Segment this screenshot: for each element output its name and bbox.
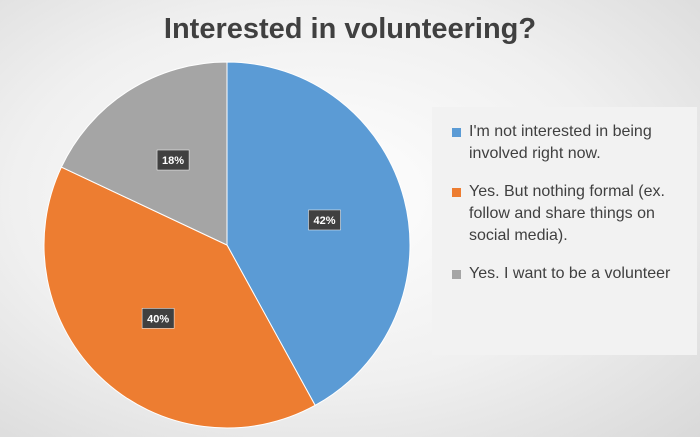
legend-label: Yes. But nothing formal (ex. follow and …	[469, 183, 665, 244]
data-label-box	[141, 308, 175, 329]
legend-item: Yes. I want to be a volunteer	[452, 263, 687, 285]
pie-slice	[226, 61, 411, 407]
legend-label: Yes. I want to be a volunteer	[469, 265, 671, 282]
legend-swatch	[452, 270, 461, 279]
data-label: 18%	[156, 149, 190, 171]
legend-item: Yes. But nothing formal (ex. follow and …	[452, 181, 687, 247]
legend-label: I'm not interested in being involved rig…	[469, 123, 652, 162]
legend-swatch	[452, 128, 461, 137]
data-label-text: 18%	[162, 155, 184, 167]
data-label: 42%	[308, 209, 341, 231]
pie-slice	[60, 61, 228, 246]
legend: I'm not interested in being involved rig…	[432, 107, 697, 355]
chart-title: Interested in volunteering?	[164, 13, 536, 45]
data-label-text: 42%	[313, 215, 335, 227]
data-label: 40%	[141, 308, 175, 329]
data-label-box	[308, 209, 341, 231]
pie-slice	[43, 166, 316, 429]
data-label-text: 40%	[147, 313, 169, 325]
data-label-box	[156, 149, 190, 171]
legend-swatch	[452, 188, 461, 197]
legend-item: I'm not interested in being involved rig…	[452, 121, 687, 165]
